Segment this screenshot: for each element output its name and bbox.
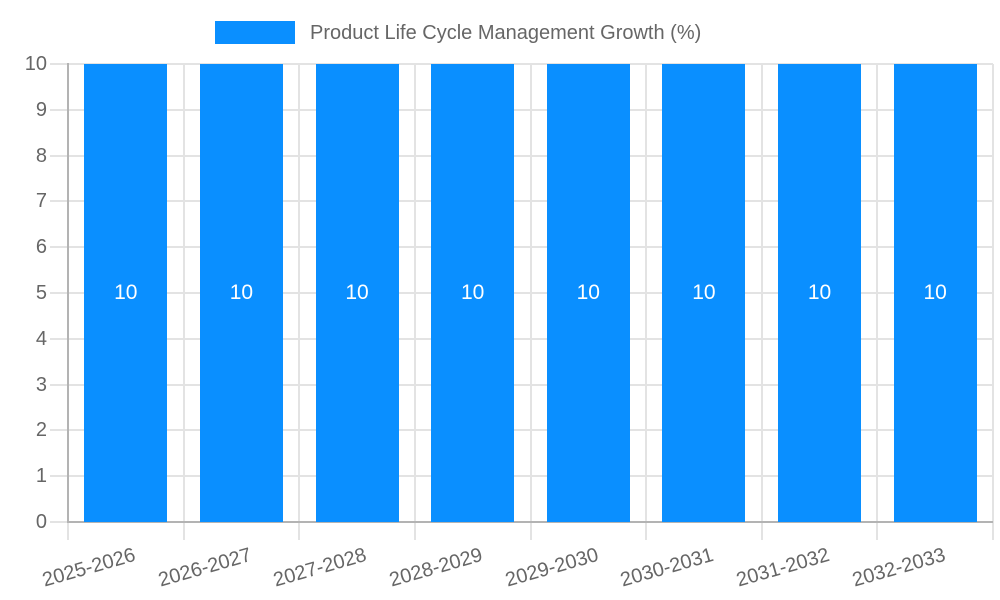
y-axis-tick-label: 4 (35, 327, 47, 350)
gridline-vertical (298, 64, 301, 522)
y-axis-tick-label: 3 (35, 373, 47, 396)
y-axis-line (67, 63, 69, 523)
bar-value-label: 10 (461, 281, 485, 304)
x-axis-category-label: 2025-2026 (40, 543, 139, 592)
bar-value-label: 10 (692, 281, 716, 304)
y-axis-tick (50, 337, 68, 340)
x-axis-category-label: 2031-2032 (733, 543, 832, 592)
y-axis-tick (50, 429, 68, 432)
bar-value-label: 10 (114, 281, 138, 304)
x-axis-tick (182, 522, 185, 540)
bar-value-label: 10 (923, 281, 947, 304)
x-axis-tick (760, 522, 763, 540)
gridline-vertical (645, 64, 648, 522)
y-axis-tick (50, 154, 68, 157)
y-axis-tick (50, 200, 68, 203)
gridline-vertical (529, 64, 532, 522)
y-axis-tick (50, 383, 68, 386)
bar-2027-2028[interactable]: 10 (315, 64, 399, 522)
x-axis-tick (645, 522, 648, 540)
x-axis-category-label: 2028-2029 (387, 543, 486, 592)
y-axis-tick-label: 0 (35, 511, 47, 533)
y-axis-tick-label: 8 (35, 144, 47, 167)
bar-2030-2031[interactable]: 10 (662, 64, 746, 522)
legend-label[interactable]: Product Life Cycle Management Growth (%) (310, 22, 702, 44)
y-axis-tick-label: 5 (35, 282, 47, 304)
bar-2025-2026[interactable]: 10 (84, 64, 168, 522)
y-axis-tick-label: 6 (35, 236, 47, 259)
gridline-vertical (876, 64, 879, 522)
bar-2032-2033[interactable]: 10 (893, 64, 977, 522)
gridline-vertical (182, 64, 185, 522)
legend-swatch[interactable] (215, 21, 295, 44)
x-axis-tick (67, 522, 69, 540)
x-axis-category-label: 2026-2027 (155, 543, 254, 592)
y-axis-tick (50, 246, 68, 249)
bar-value-label: 10 (229, 281, 254, 304)
x-axis-tick (298, 522, 301, 540)
y-axis-tick (50, 108, 68, 111)
y-axis-tick (50, 521, 68, 523)
bar-2026-2027[interactable]: 10 (199, 64, 283, 522)
gridline-vertical (760, 64, 763, 522)
y-axis-tick-label: 1 (35, 465, 47, 488)
bar-2029-2030[interactable]: 10 (546, 64, 630, 522)
bar-value-label: 10 (807, 281, 832, 304)
y-axis-tick-label: 7 (35, 190, 47, 213)
x-axis-tick (413, 522, 416, 540)
x-axis-category-label: 2032-2033 (849, 543, 948, 592)
x-axis-category-label: 2027-2028 (271, 543, 370, 592)
y-axis-tick-label: 2 (35, 419, 47, 442)
x-axis-tick (529, 522, 532, 540)
gridline-vertical (413, 64, 416, 522)
x-axis-tick (876, 522, 879, 540)
x-axis-tick (992, 522, 994, 540)
bar-2028-2029[interactable]: 10 (431, 64, 515, 522)
legend: Product Life Cycle Management Growth (%) (0, 18, 1000, 48)
bar-value-label: 10 (576, 281, 600, 304)
y-axis-tick (50, 63, 68, 65)
gridline-vertical (992, 64, 994, 522)
x-axis-category-label: 2029-2030 (502, 543, 601, 592)
bar-value-label: 10 (345, 281, 369, 304)
y-axis-tick (50, 475, 68, 478)
x-axis-category-label: 2030-2031 (618, 543, 717, 592)
y-axis-tick-label: 10 (24, 53, 47, 75)
x-axis-line (68, 521, 993, 523)
bar-2031-2032[interactable]: 10 (778, 64, 862, 522)
y-axis-tick (50, 292, 68, 294)
y-axis-tick-label: 9 (35, 98, 47, 121)
